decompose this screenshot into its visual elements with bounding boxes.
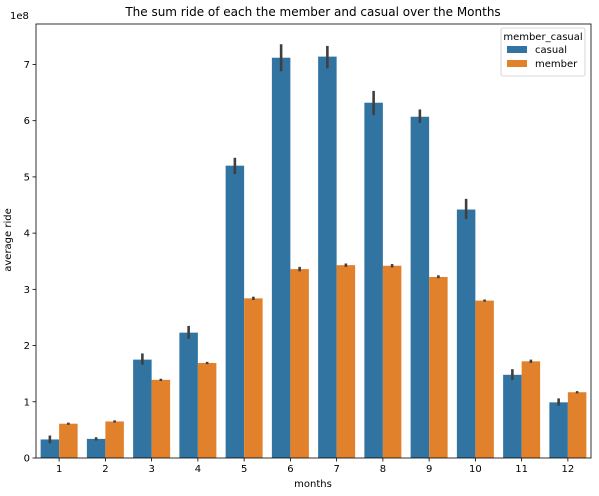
bar-casual-7 bbox=[318, 56, 337, 459]
y-axis-offset-label: 1e8 bbox=[10, 11, 29, 22]
legend-label-casual: casual bbox=[535, 45, 567, 56]
x-tick-label-11: 11 bbox=[515, 464, 528, 475]
bar-member-5 bbox=[244, 298, 263, 458]
plot-frame bbox=[35, 23, 592, 459]
y-tick-label-5: 5 bbox=[24, 172, 30, 183]
bar-member-2 bbox=[105, 421, 124, 458]
legend-swatch-member bbox=[507, 60, 527, 67]
bar-casual-4 bbox=[179, 332, 198, 458]
y-tick-label-6: 6 bbox=[24, 116, 30, 127]
x-tick-label-6: 6 bbox=[287, 464, 293, 475]
bar-casual-11 bbox=[503, 374, 522, 458]
x-tick-label-7: 7 bbox=[333, 464, 339, 475]
y-tick-label-7: 7 bbox=[24, 60, 30, 71]
bar-member-9 bbox=[429, 276, 448, 458]
bar-member-6 bbox=[290, 269, 309, 458]
y-tick-label-4: 4 bbox=[24, 229, 30, 240]
y-axis-label: average ride bbox=[3, 208, 14, 272]
bar-member-4 bbox=[197, 362, 217, 458]
bar-member-3 bbox=[151, 379, 171, 458]
y-tick-label-1: 1 bbox=[24, 397, 30, 408]
bar-casual-9 bbox=[410, 116, 430, 458]
bar-casual-10 bbox=[456, 209, 476, 458]
bar-member-10 bbox=[475, 300, 494, 458]
x-tick-label-10: 10 bbox=[469, 464, 482, 475]
x-tick-label-12: 12 bbox=[562, 464, 575, 475]
bar-member-11 bbox=[521, 361, 541, 458]
x-tick-label-5: 5 bbox=[241, 464, 247, 475]
x-tick-label-8: 8 bbox=[380, 464, 386, 475]
x-axis-label: months bbox=[294, 479, 332, 490]
bar-casual-1 bbox=[40, 439, 60, 458]
legend-swatch-casual bbox=[507, 46, 527, 53]
x-tick-label-3: 3 bbox=[148, 464, 154, 475]
x-tick-label-1: 1 bbox=[56, 464, 62, 475]
bar-member-8 bbox=[382, 265, 402, 458]
x-tick-label-4: 4 bbox=[195, 464, 201, 475]
y-tick-label-0: 0 bbox=[24, 454, 30, 465]
y-tick-label-2: 2 bbox=[24, 341, 30, 352]
bar-casual-8 bbox=[364, 102, 383, 459]
bar-member-12 bbox=[567, 392, 587, 458]
bar-casual-3 bbox=[133, 359, 152, 458]
bar-casual-2 bbox=[86, 438, 106, 458]
bar-member-1 bbox=[59, 423, 78, 458]
bar-member-7 bbox=[336, 265, 356, 458]
legend-label-member: member bbox=[535, 59, 578, 70]
x-tick-label-9: 9 bbox=[426, 464, 432, 475]
legend-title: member_casual bbox=[503, 32, 582, 43]
chart-title: The sum ride of each the member and casu… bbox=[124, 5, 500, 19]
x-tick-label-2: 2 bbox=[102, 464, 108, 475]
bar-casual-12 bbox=[549, 402, 568, 458]
bar-casual-5 bbox=[225, 165, 245, 458]
y-tick-label-3: 3 bbox=[24, 285, 30, 296]
bar-casual-6 bbox=[271, 57, 291, 459]
